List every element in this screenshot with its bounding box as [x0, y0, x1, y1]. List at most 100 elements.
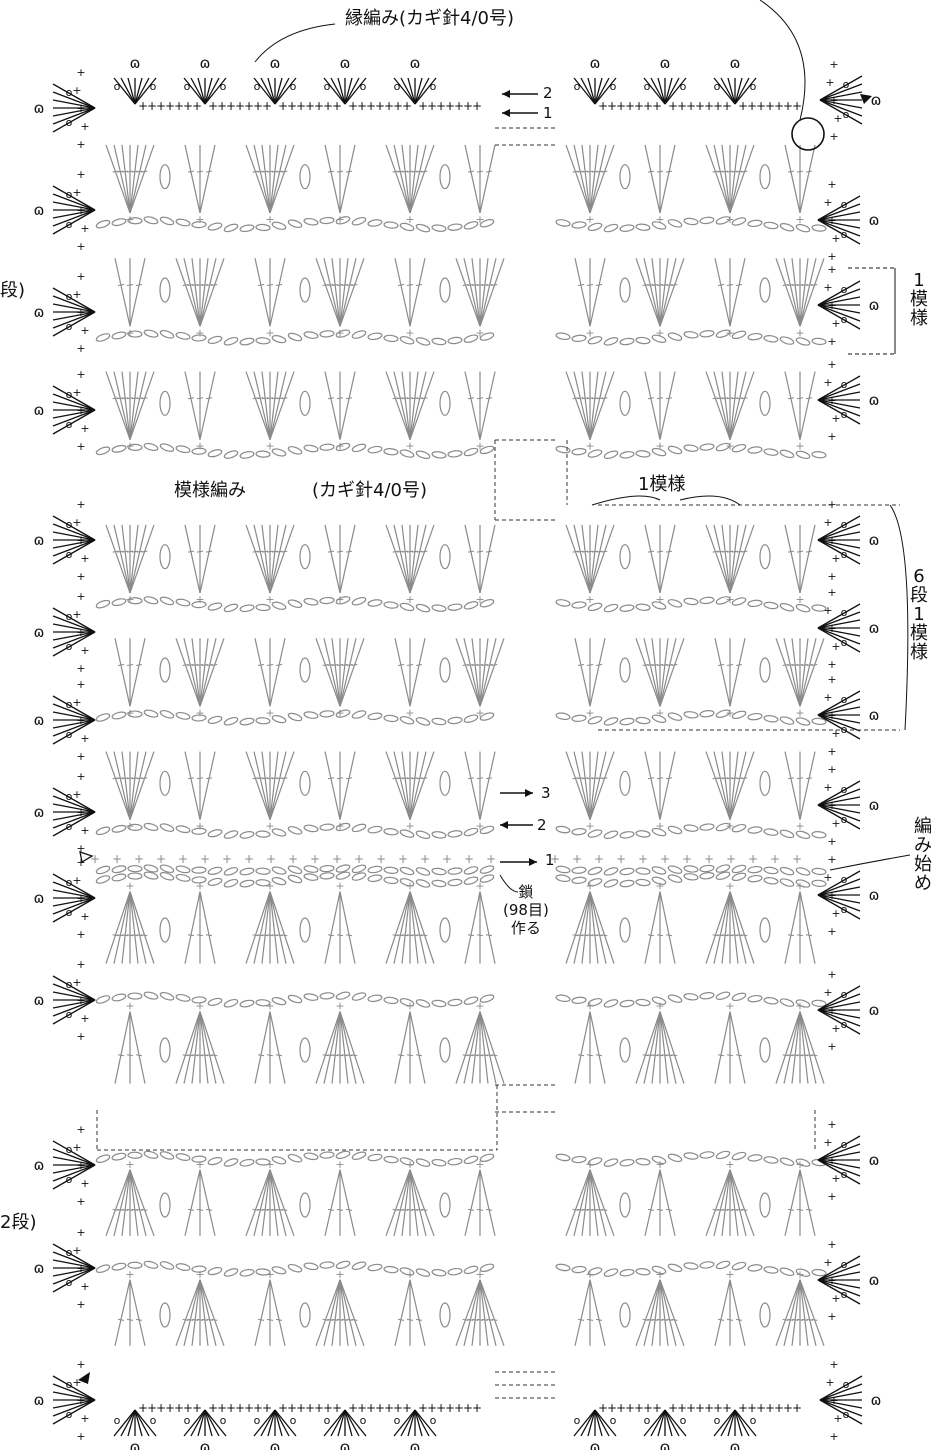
stitch-bar — [392, 550, 399, 553]
single-crochet-mark: + — [655, 706, 664, 719]
single-crochet-mark: + — [76, 662, 85, 675]
stitch-bar — [262, 397, 269, 400]
edging-stitch — [344, 77, 353, 105]
chain-stitch — [335, 216, 351, 225]
chain-stitch — [667, 712, 683, 721]
stitch-bar — [665, 397, 673, 400]
chain-stitch — [619, 917, 631, 943]
chain-stitch — [271, 448, 287, 457]
chain-stitch — [439, 164, 451, 190]
single-crochet-mark: + — [475, 440, 484, 453]
stitch-bar — [647, 550, 655, 553]
stitch-bar — [392, 777, 399, 780]
stitch-bar — [481, 1318, 488, 1321]
edging-stitch — [817, 523, 861, 541]
chain-stitch — [271, 1266, 287, 1275]
edging-stitch — [414, 77, 430, 105]
single-crochet-mark: + — [125, 1158, 134, 1171]
stitch-bar — [327, 663, 334, 666]
treble-stitch — [323, 638, 341, 707]
single-crochet-mark: + — [831, 1292, 840, 1305]
stitch-bar — [787, 934, 795, 937]
chain-stitch — [175, 1263, 191, 1271]
treble-stitch — [129, 144, 147, 214]
stitch-bar — [722, 170, 729, 173]
chain-stitch — [763, 601, 779, 610]
chain-stitch — [287, 332, 303, 342]
stitch-bar — [257, 1054, 265, 1057]
treble-stitch — [581, 144, 591, 214]
stitch-bar — [476, 777, 484, 780]
edging-stitch — [819, 1399, 863, 1409]
single-crochet-mark: + — [747, 1401, 757, 1415]
stitch-bar — [796, 550, 804, 553]
single-crochet-mark: + — [829, 94, 838, 107]
single-crochet-mark: + — [475, 593, 484, 606]
stitch-bar — [796, 1054, 804, 1057]
edging-stitch — [52, 523, 96, 541]
stitch-bar — [141, 397, 148, 400]
treble-stitch — [393, 751, 411, 820]
chain-stitch — [555, 332, 571, 341]
treble-stitch — [644, 751, 661, 820]
stitch-bar — [796, 1208, 804, 1211]
treble-stitch — [643, 258, 661, 327]
treble-stitch — [659, 638, 685, 707]
treble-stitch — [129, 1279, 146, 1346]
chain-stitch — [351, 216, 367, 226]
single-crochet-mark: + — [76, 534, 85, 547]
single-crochet-mark: + — [332, 99, 342, 113]
edging-stitch — [127, 77, 136, 105]
chain-stitch — [95, 599, 111, 609]
chain-stitch — [571, 714, 587, 722]
edging-stitch — [734, 1409, 743, 1437]
treble-stitch — [324, 1169, 341, 1236]
treble-stitch — [184, 891, 201, 964]
treble-stitch — [129, 638, 146, 707]
stitch-bar — [411, 934, 418, 937]
edging-stitch — [817, 870, 861, 896]
chain-stitch — [319, 710, 335, 718]
chain-stitch — [635, 830, 651, 838]
treble-stitch — [659, 371, 676, 440]
stitch-bar — [327, 1054, 334, 1057]
stitch-bar — [472, 1054, 479, 1057]
stitch-bar — [577, 170, 584, 173]
stitch-bar — [731, 550, 738, 553]
single-crochet-mark: + — [72, 696, 81, 709]
treble-stitch — [729, 751, 739, 820]
treble-stitch — [113, 751, 131, 820]
single-crochet-mark: + — [463, 1401, 473, 1415]
stitch-bar — [276, 934, 283, 937]
edging-stitch — [643, 77, 666, 105]
single-crochet-mark: + — [783, 1401, 793, 1415]
treble-stitch — [643, 1279, 661, 1346]
treble-stitch — [783, 638, 801, 707]
stitch-bar — [392, 170, 399, 173]
edging-stitch — [817, 1263, 861, 1281]
stitch-bar — [252, 550, 259, 553]
stitch-bar — [341, 1318, 348, 1321]
treble-stitch — [729, 524, 739, 594]
edging-stitch — [52, 1399, 96, 1417]
stitch-bar — [586, 283, 594, 286]
single-crochet-mark: + — [643, 99, 653, 113]
edging-stitch — [134, 77, 143, 105]
chain-stitch — [367, 219, 383, 227]
stitch-bar — [476, 663, 484, 666]
stitch-bar — [642, 1054, 649, 1057]
chain-stitch — [111, 1152, 127, 1161]
chain-stitch — [795, 224, 811, 233]
chain-mark: o — [644, 80, 651, 93]
chain-stitch — [811, 604, 827, 612]
treble-stitch — [565, 371, 591, 440]
stitch-bar — [196, 550, 204, 553]
edging-stitch — [817, 1009, 861, 1027]
stitch-bar — [397, 777, 404, 780]
chain-stitch — [303, 444, 319, 453]
chain-stitch — [287, 219, 303, 228]
treble-stitch — [589, 144, 599, 214]
stitch-bar — [187, 550, 195, 553]
single-crochet-mark: + — [792, 1401, 802, 1415]
single-crochet-mark: + — [765, 1401, 775, 1415]
